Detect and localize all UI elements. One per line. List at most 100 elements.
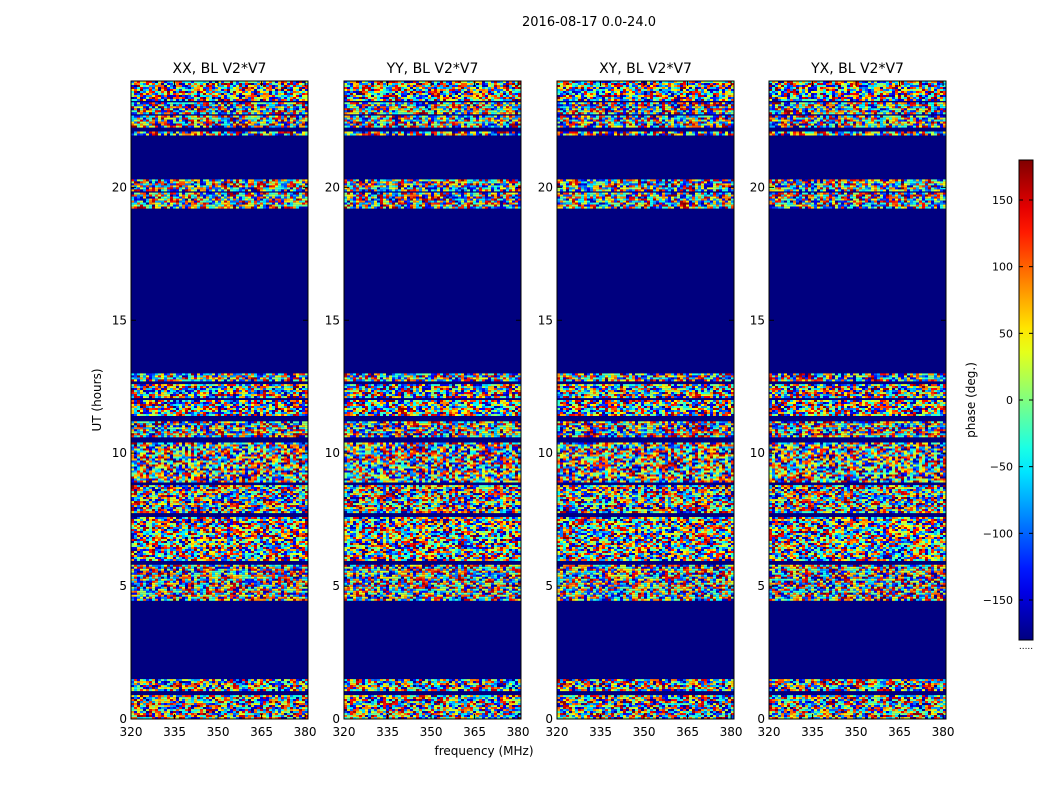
- data-band: [557, 485, 734, 514]
- x-tick-label: 335: [801, 725, 824, 739]
- y-tick-label: 0: [332, 712, 340, 726]
- data-band: [131, 115, 308, 128]
- x-tick-label: 350: [633, 725, 656, 739]
- colorbar-tick-label: 150: [992, 194, 1013, 207]
- colorbar-tick-label: 0: [1006, 394, 1013, 407]
- data-band: [344, 442, 521, 483]
- panel-title: XX, BL V2*V7: [173, 61, 267, 77]
- data-band: [131, 564, 308, 601]
- y-axis-label: UT (hours): [90, 368, 104, 431]
- data-band: [769, 421, 946, 438]
- data-band: [557, 400, 734, 416]
- colorbar: 150 100 50 0 −50 −100 −150: [983, 159, 1034, 641]
- data-band: [557, 384, 734, 399]
- x-tick-label: 380: [294, 725, 317, 739]
- data-band: [344, 373, 521, 382]
- y-tick-label: 20: [538, 180, 553, 194]
- panel-4: YX, BL V2*V7 320 335 350 365 380 0 5 10 15 20: [750, 61, 955, 739]
- plot-frame: [130, 80, 309, 720]
- x-tick-label: 350: [845, 725, 868, 739]
- x-axis-label: frequency (MHz): [434, 744, 533, 758]
- data-band: [131, 695, 308, 719]
- y-tick-label: 20: [112, 180, 127, 194]
- x-tick-label: 380: [507, 725, 530, 739]
- x-tick-label: 320: [120, 725, 143, 739]
- data-band: [344, 517, 521, 561]
- data-band: [344, 679, 521, 692]
- data-band: [557, 679, 734, 692]
- y-tick-label: 10: [325, 446, 340, 460]
- data-band: [344, 179, 521, 192]
- panel-title: YY, BL V2*V7: [386, 61, 479, 77]
- data-band: [344, 131, 521, 136]
- data-band: [131, 192, 308, 209]
- panel-title: XY, BL V2*V7: [599, 61, 692, 77]
- data-band: [557, 373, 734, 382]
- data-band: [131, 131, 308, 136]
- panel-1: XX, BL V2*V7 320 335 350 365 380 0 5 10 15 20: [112, 61, 317, 739]
- y-tick-label: 15: [538, 313, 553, 327]
- heatmap-image: [344, 81, 521, 719]
- y-tick-label: 10: [750, 446, 765, 460]
- colorbar-tick-label: −150: [983, 594, 1013, 607]
- data-band: [769, 81, 946, 101]
- data-band: [131, 102, 308, 115]
- panel-title: YX, BL V2*V7: [810, 61, 904, 77]
- data-band: [769, 400, 946, 416]
- x-tick-label: 365: [888, 725, 911, 739]
- panel-2: YY, BL V2*V7 320 335 350 365 380 0 5 10 15 20: [325, 61, 530, 739]
- y-tick-label: 15: [112, 313, 127, 327]
- data-band: [131, 81, 308, 101]
- y-tick-label: 5: [757, 579, 765, 593]
- data-band: [769, 373, 946, 382]
- colorbar-tick-label: −50: [990, 461, 1013, 474]
- data-band: [557, 517, 734, 561]
- data-band: [344, 421, 521, 438]
- data-band: [131, 400, 308, 416]
- y-tick-label: 5: [545, 579, 553, 593]
- data-band: [557, 81, 734, 101]
- y-tick-label: 0: [757, 712, 765, 726]
- colorbar-bottom-mark: .....: [1019, 642, 1033, 652]
- y-tick-label: 10: [538, 446, 553, 460]
- data-band: [344, 564, 521, 601]
- y-tick-label: 15: [750, 313, 765, 327]
- x-tick-label: 365: [250, 725, 273, 739]
- data-band: [557, 115, 734, 128]
- panels-group: XX, BL V2*V7 320 335 350 365 380 0 5 10 15 20 YY, B…: [112, 61, 955, 739]
- data-band: [557, 179, 734, 192]
- y-tick-label: 20: [325, 180, 340, 194]
- data-band: [344, 192, 521, 209]
- data-band: [131, 442, 308, 483]
- plot-frame: [556, 80, 735, 720]
- data-band: [557, 131, 734, 136]
- data-band: [557, 102, 734, 115]
- panel-3: XY, BL V2*V7 320 335 350 365 380 0 5 10 15 20: [538, 61, 743, 739]
- data-band: [131, 373, 308, 382]
- data-band: [344, 695, 521, 719]
- data-band: [769, 517, 946, 561]
- data-band: [769, 115, 946, 128]
- data-band: [769, 695, 946, 719]
- x-tick-label: 365: [676, 725, 699, 739]
- y-tick-label: 0: [119, 712, 127, 726]
- x-tick-label: 335: [376, 725, 399, 739]
- x-tick-label: 335: [163, 725, 186, 739]
- colorbar-label: phase (deg.): [964, 362, 978, 438]
- data-band: [769, 192, 946, 209]
- plot-frame: [768, 80, 947, 720]
- y-tick-label: 20: [750, 180, 765, 194]
- data-band: [131, 384, 308, 399]
- data-band: [131, 179, 308, 192]
- data-band: [769, 102, 946, 115]
- data-band: [769, 179, 946, 192]
- data-band: [344, 384, 521, 399]
- data-band: [557, 564, 734, 601]
- figure-suptitle: 2016-08-17 0.0-24.0: [522, 15, 656, 30]
- data-band: [344, 81, 521, 101]
- data-band: [769, 485, 946, 514]
- data-band: [769, 442, 946, 483]
- x-tick-label: 335: [589, 725, 612, 739]
- data-band: [769, 131, 946, 136]
- data-band: [344, 485, 521, 514]
